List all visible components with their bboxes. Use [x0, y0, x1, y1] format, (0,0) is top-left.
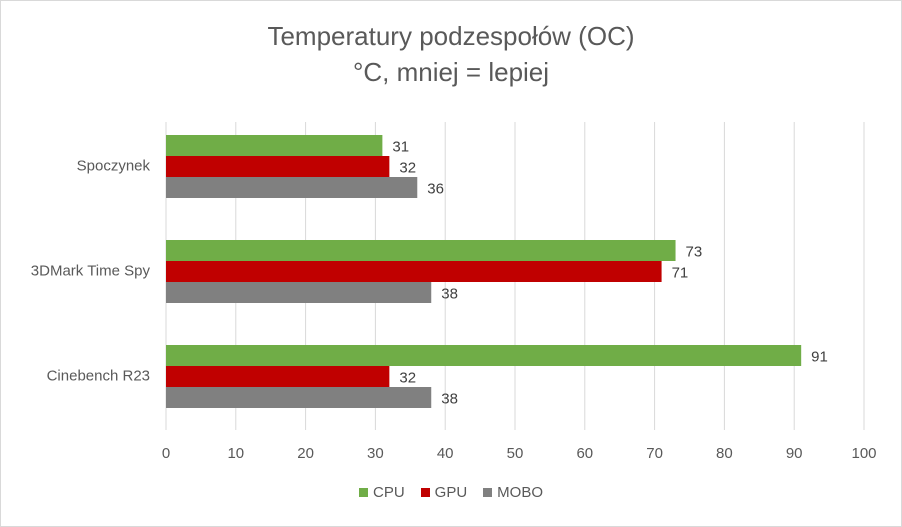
chart-subtitle: °C, mniej = lepiej	[352, 57, 550, 87]
legend: CPU GPU MOBO	[0, 484, 902, 501]
data-label: 31	[392, 139, 409, 156]
data-label: 71	[672, 265, 689, 282]
bar-mobo	[166, 387, 432, 408]
data-label: 38	[441, 286, 458, 303]
x-tick-label: 90	[786, 445, 803, 462]
x-tick-label: 40	[437, 445, 454, 462]
x-tick-label: 10	[227, 445, 244, 462]
data-label: 32	[399, 370, 416, 387]
legend-label: MOBO	[497, 484, 544, 501]
x-tick-label: 100	[851, 445, 876, 462]
bar-gpu	[166, 261, 662, 282]
bar-cpu	[166, 240, 676, 261]
x-tick-label: 30	[367, 445, 384, 462]
legend-item-gpu: GPU	[420, 484, 468, 501]
category-label: Spoczynek	[77, 158, 151, 175]
category-label: 3DMark Time Spy	[31, 263, 151, 280]
bar-gpu	[166, 366, 390, 387]
bar-mobo	[166, 177, 418, 198]
legend-item-cpu: CPU	[358, 484, 405, 501]
x-tick-label: 70	[646, 445, 663, 462]
data-label: 38	[441, 391, 458, 408]
data-label: 36	[427, 181, 444, 198]
legend-item-mobo: MOBO	[483, 484, 543, 501]
x-tick-label: 80	[716, 445, 733, 462]
x-tick-label: 0	[162, 445, 170, 462]
legend-swatch	[420, 488, 430, 497]
x-tick-label: 20	[297, 445, 314, 462]
chart-title: Temperatury podzespołów (OC)	[267, 21, 635, 51]
data-label: 91	[811, 349, 828, 366]
chart-title-block: Temperatury podzespołów (OC) °C, mniej =…	[0, 18, 902, 90]
bar-cpu	[166, 345, 802, 366]
category-label: Cinebench R23	[47, 368, 150, 385]
data-label: 32	[399, 160, 416, 177]
legend-label: GPU	[434, 484, 468, 501]
data-label: 73	[686, 244, 703, 261]
legend-swatch	[358, 488, 368, 497]
x-tick-label: 50	[507, 445, 524, 462]
bar-cpu	[166, 135, 383, 156]
bar-mobo	[166, 282, 432, 303]
x-tick-label: 60	[576, 445, 593, 462]
legend-swatch	[483, 488, 493, 497]
bar-gpu	[166, 156, 390, 177]
legend-label: CPU	[372, 484, 405, 501]
